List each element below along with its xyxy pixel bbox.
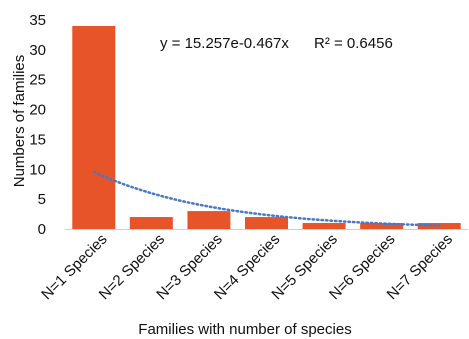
trendline-equation: y = 15.257e-0.467x [160, 35, 289, 52]
y-tick-label: 10 [29, 161, 46, 178]
y-tick-label: 25 [29, 72, 46, 89]
trendline [92, 170, 441, 227]
y-tick-label: 20 [29, 102, 46, 119]
y-tick-label: 35 [29, 12, 46, 29]
bar [72, 25, 116, 229]
bars [72, 25, 461, 229]
y-tick-label: 15 [29, 131, 46, 148]
bar [129, 217, 173, 229]
y-axis-ticks: 0 5 10 15 20 25 30 35 [29, 12, 46, 238]
x-axis-title: Families with number of species [138, 321, 351, 338]
y-tick-label: 5 [38, 191, 46, 208]
bar [245, 217, 288, 229]
trendline-r2: R² = 0.6456 [314, 35, 393, 52]
y-tick-label: 0 [38, 221, 46, 238]
bar [187, 211, 231, 229]
y-tick-label: 30 [29, 42, 46, 59]
bar [360, 223, 404, 229]
y-axis-title: Numbers of families [11, 55, 28, 188]
bar [302, 223, 346, 229]
